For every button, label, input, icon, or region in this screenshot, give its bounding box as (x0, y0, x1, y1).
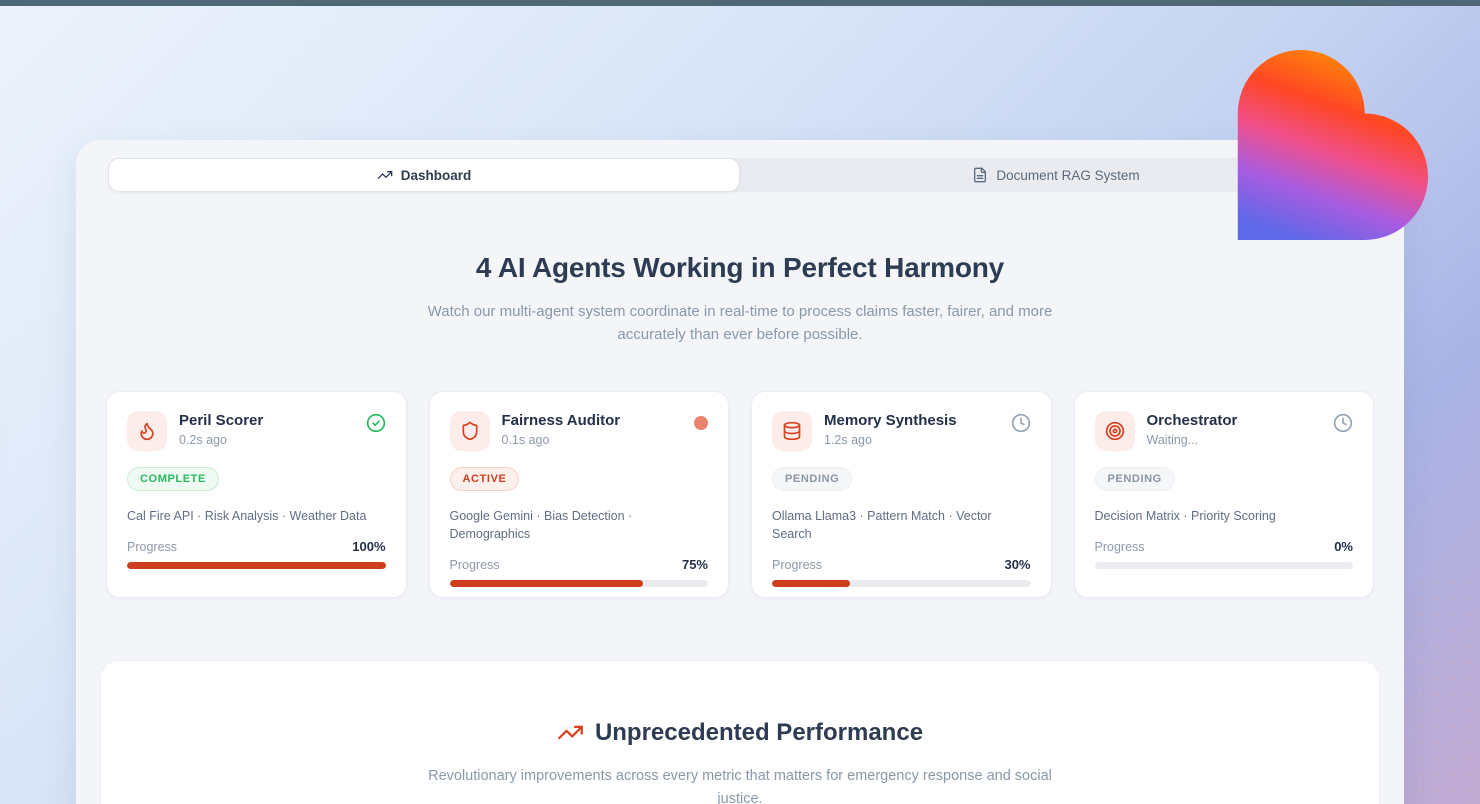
agent-card-memory-synthesis[interactable]: Memory Synthesis 1.2s ago PENDING Ollama… (751, 390, 1052, 598)
progress-value: 75% (681, 556, 708, 572)
agent-timestamp: 0.2s ago (179, 432, 227, 447)
check-circle-icon (366, 411, 386, 438)
clock-icon (1333, 411, 1353, 438)
agent-timestamp: Waiting... (1146, 432, 1199, 447)
status-badge: ACTIVE (449, 466, 520, 491)
trending-up-icon (558, 725, 583, 740)
agent-timestamp: 0.1s ago (501, 432, 550, 447)
agent-name: Orchestrator (1146, 411, 1238, 429)
hero-section: 4 AI Agents Working in Perfect Harmony W… (76, 252, 1404, 347)
progress-label: Progress (1094, 539, 1145, 554)
card-header: Peril Scorer 0.2s ago (127, 410, 386, 451)
active-pulse-dot (694, 411, 708, 430)
tab-label: Dashboard (400, 167, 472, 183)
progress-bar (127, 561, 386, 569)
progress-bar-fill (449, 579, 644, 587)
performance-subtitle: Revolutionary improvements across every … (428, 767, 1052, 804)
progress-label: Progress (772, 557, 823, 572)
page-subtitle: Watch our multi-agent system coordinate … (427, 303, 1053, 344)
card-header: Orchestrator Waiting... (1094, 410, 1354, 451)
progress-value: 100% (352, 538, 386, 554)
progress-bar-fill (772, 579, 850, 587)
trending-up-icon (377, 171, 393, 179)
main-panel: Dashboard Document RAG System 4 AI Agent… (76, 140, 1404, 804)
agent-features: Ollama Llama3 · Pattern Match · Vector S… (772, 508, 992, 541)
status-badge: PENDING (1094, 466, 1175, 491)
card-header: Fairness Auditor 0.1s ago (449, 410, 708, 451)
agent-features: Decision Matrix · Priority Scoring (1094, 508, 1276, 523)
agent-name: Peril Scorer (179, 411, 264, 429)
shield-icon (449, 410, 490, 451)
progress-label: Progress (449, 557, 500, 572)
tab-dashboard[interactable]: Dashboard (108, 158, 740, 192)
progress-bar (772, 579, 1031, 587)
agent-timestamp: 1.2s ago (824, 432, 872, 447)
flame-icon (127, 410, 167, 451)
progress-bar (1094, 561, 1353, 569)
progress-label: Progress (127, 539, 178, 554)
agent-features: Google Gemini · Bias Detection · Demogra… (449, 508, 633, 541)
agent-cards-row: Peril Scorer 0.2s ago COMPLETE Cal Fire … (76, 390, 1404, 598)
status-badge: COMPLETE (127, 466, 219, 491)
agent-card-peril-scorer[interactable]: Peril Scorer 0.2s ago COMPLETE Cal Fire … (106, 390, 407, 598)
agent-card-orchestrator[interactable]: Orchestrator Waiting... PENDING Decision… (1073, 390, 1374, 598)
tab-label: Document RAG System (996, 167, 1140, 183)
file-text-icon (974, 167, 987, 183)
performance-title: Unprecedented Performance (594, 718, 924, 746)
page-title: 4 AI Agents Working in Perfect Harmony (475, 252, 1005, 283)
target-icon (1094, 410, 1135, 451)
agent-name: Fairness Auditor (501, 411, 621, 429)
window-top-bar (0, 0, 1480, 6)
progress-bar-fill (127, 561, 386, 569)
gradient-heart-logo (1237, 50, 1428, 240)
progress-value: 0% (1334, 538, 1353, 554)
progress-bar (449, 579, 708, 587)
status-badge: PENDING (772, 466, 853, 491)
database-icon (772, 410, 812, 451)
agent-card-fairness-auditor[interactable]: Fairness Auditor 0.1s ago ACTIVE Google … (428, 390, 729, 598)
performance-section: Unprecedented Performance Revolutionary … (100, 659, 1380, 804)
card-header: Memory Synthesis 1.2s ago (772, 410, 1031, 451)
tab-bar: Dashboard Document RAG System (108, 158, 1372, 192)
agent-name: Memory Synthesis (824, 411, 957, 429)
clock-icon (1011, 411, 1031, 438)
agent-features: Cal Fire API · Risk Analysis · Weather D… (127, 508, 367, 523)
tab-document-rag-system[interactable]: Document RAG System (740, 158, 1372, 192)
progress-value: 30% (1004, 556, 1031, 572)
